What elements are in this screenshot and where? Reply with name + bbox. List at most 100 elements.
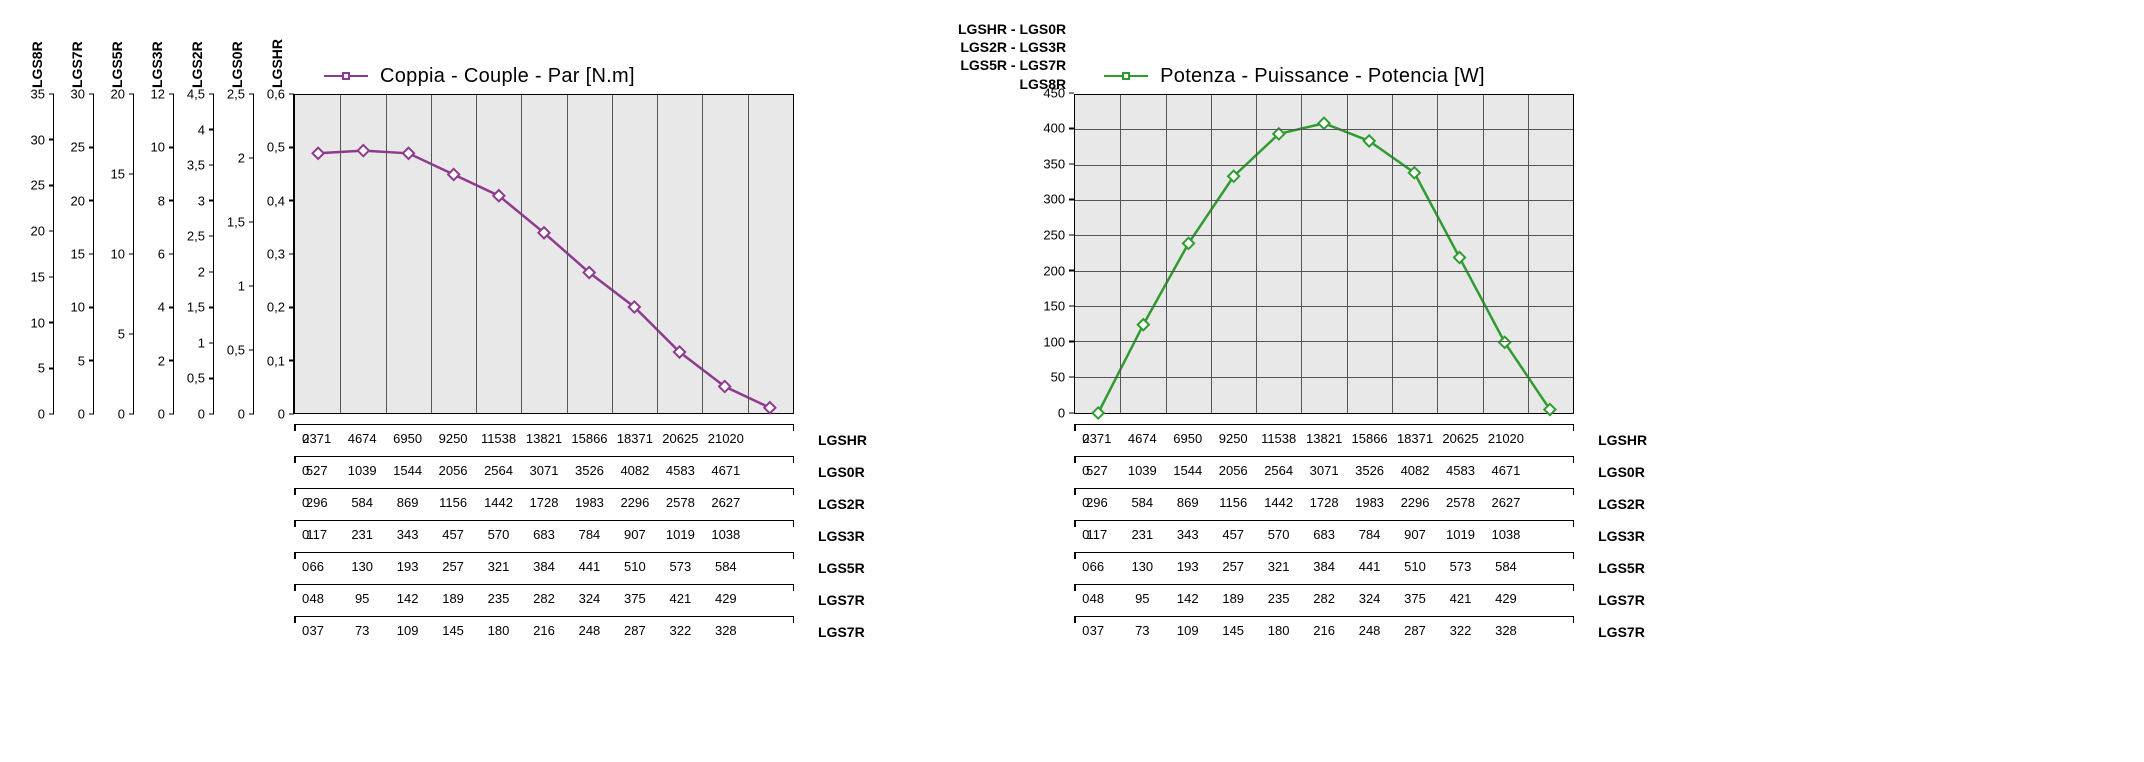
ytick-label: 5 xyxy=(118,327,129,342)
xval: 13821 xyxy=(526,431,562,446)
xval: 429 xyxy=(715,591,737,606)
power-header-labels: LGSHR - LGS0RLGS2R - LGS3RLGS5R - LGS7RL… xyxy=(958,20,1074,93)
xval: 142 xyxy=(1177,591,1199,606)
xval: 4082 xyxy=(1401,463,1430,478)
xval: 384 xyxy=(1313,559,1335,574)
xval: 322 xyxy=(1450,623,1472,638)
xval: 1156 xyxy=(1219,495,1247,510)
xval: 18371 xyxy=(617,431,653,446)
xaxis-row-label: LGS7R xyxy=(1598,592,1658,608)
ytick-label: 2 xyxy=(198,264,209,279)
xval: 37 xyxy=(309,623,323,638)
yaxis-lgs2r: LGS2R00,511,522,533,544,5 xyxy=(180,38,214,414)
xval: 296 xyxy=(306,495,328,510)
xval: 37 xyxy=(1090,623,1104,638)
xaxis-row-label: LGS3R xyxy=(818,528,878,544)
xval: 2296 xyxy=(620,495,649,510)
xval: 11538 xyxy=(481,431,516,446)
xval: 1544 xyxy=(1173,463,1202,478)
xval: 457 xyxy=(1222,527,1244,542)
ytick-label: 25 xyxy=(71,140,89,155)
xval: 48 xyxy=(1090,591,1104,606)
xval: 4082 xyxy=(620,463,649,478)
ytick-label: 0,4 xyxy=(267,193,289,208)
xval: 3526 xyxy=(1355,463,1384,478)
xval: 6950 xyxy=(393,431,422,446)
xval: 3526 xyxy=(575,463,604,478)
yaxis-label: LGSHR xyxy=(269,38,285,88)
xval: 15866 xyxy=(1352,431,1388,446)
xval: 1038 xyxy=(1491,527,1520,542)
xval: 510 xyxy=(624,559,646,574)
ytick-label: 20 xyxy=(31,224,49,239)
xval: 1544 xyxy=(393,463,422,478)
ytick-label: 250 xyxy=(1043,227,1069,242)
xval: 584 xyxy=(715,559,737,574)
xval: 324 xyxy=(1359,591,1381,606)
xval: 189 xyxy=(442,591,464,606)
header-line: LGS2R - LGS3R xyxy=(958,38,1066,56)
xval: 322 xyxy=(670,623,692,638)
power-legend-marker xyxy=(1104,72,1148,80)
xval: 584 xyxy=(351,495,373,510)
xval: 18371 xyxy=(1397,431,1433,446)
xval: 3071 xyxy=(530,463,559,478)
xaxis-row-lgs0r: 0527103915442056256430713526408245834671… xyxy=(1074,456,1658,488)
torque-series xyxy=(295,95,793,413)
xaxis-row-lgs2r: 02965848691156144217281983229625782627LG… xyxy=(1074,488,1658,520)
xaxis-row-label: LGS0R xyxy=(818,464,878,480)
xval: 11538 xyxy=(1261,431,1296,446)
xval: 4583 xyxy=(666,463,695,478)
xval: 907 xyxy=(1404,527,1426,542)
xval: 282 xyxy=(533,591,555,606)
xval: 573 xyxy=(1450,559,1472,574)
header-line: LGSHR - LGS0R xyxy=(958,20,1066,38)
xval: 1019 xyxy=(666,527,695,542)
xval: 66 xyxy=(309,559,323,574)
xval: 0 xyxy=(1082,623,1089,638)
ytick-label: 300 xyxy=(1043,192,1069,207)
xval: 231 xyxy=(1131,527,1153,542)
xval: 4671 xyxy=(1491,463,1520,478)
xaxis-row-label: LGS5R xyxy=(1598,560,1658,576)
power-legend: Potenza - Puissance - Potencia [W] xyxy=(1104,66,1485,86)
ytick-label: 0 xyxy=(238,407,249,422)
xval: 145 xyxy=(442,623,464,638)
ytick-label: 20 xyxy=(111,87,129,102)
xval: 343 xyxy=(1177,527,1199,542)
ytick-label: 5 xyxy=(78,353,89,368)
xval: 527 xyxy=(1086,463,1108,478)
xval: 4674 xyxy=(348,431,377,446)
xval: 117 xyxy=(1086,527,1107,542)
xaxis-row-label: LGSHR xyxy=(818,432,878,448)
ytick-label: 1,5 xyxy=(227,215,249,230)
ytick-label: 20 xyxy=(71,193,89,208)
ytick-label: 0,3 xyxy=(267,247,289,262)
ytick-label: 0,5 xyxy=(267,140,289,155)
power-series xyxy=(1075,95,1573,413)
ytick-label: 8 xyxy=(158,193,169,208)
ytick-label: 0,5 xyxy=(187,371,209,386)
xval: 441 xyxy=(1359,559,1381,574)
xaxis-row-label: LGS7R xyxy=(818,624,878,640)
xval: 130 xyxy=(351,559,373,574)
yaxis-label: LGS8R xyxy=(29,38,45,88)
xval: 216 xyxy=(1313,623,1335,638)
ytick-label: 35 xyxy=(31,87,49,102)
xval: 784 xyxy=(1359,527,1381,542)
xval: 20625 xyxy=(662,431,698,446)
ytick-label: 10 xyxy=(71,300,89,315)
xaxis-row-label: LGS2R xyxy=(818,496,878,512)
ytick-label: 1,5 xyxy=(187,300,209,315)
xval: 287 xyxy=(624,623,646,638)
xval: 784 xyxy=(579,527,601,542)
xval: 0 xyxy=(1082,591,1089,606)
xval: 0 xyxy=(1082,559,1089,574)
ytick-label: 1 xyxy=(198,335,209,350)
xval: 907 xyxy=(624,527,646,542)
ytick-label: 2 xyxy=(158,353,169,368)
xval: 1442 xyxy=(484,495,513,510)
xval: 66 xyxy=(1090,559,1104,574)
xval: 343 xyxy=(397,527,419,542)
xaxis-row-lgs3r: 011723134345757068378490710191038LGS3R xyxy=(1074,520,1658,552)
